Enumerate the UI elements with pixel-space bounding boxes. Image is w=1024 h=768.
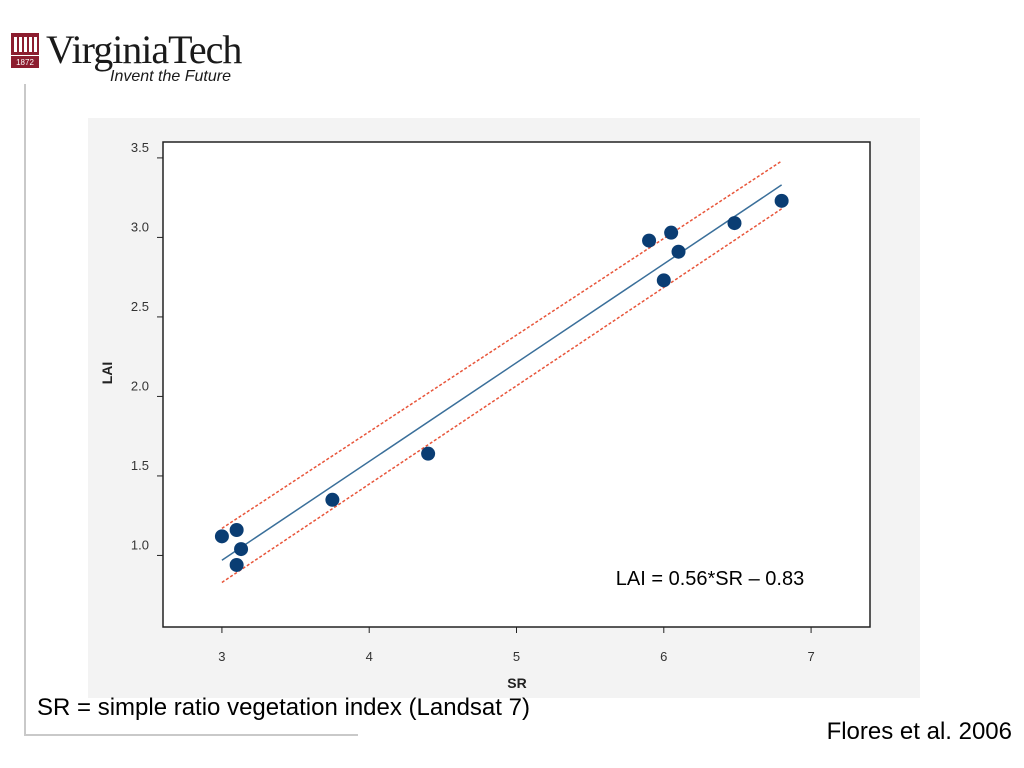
x-tick-label: 3 [218, 649, 225, 664]
y-tick-label: 3.5 [131, 140, 149, 155]
regression-equation: LAI = 0.56*SR – 0.83 [616, 568, 804, 590]
data-point [642, 233, 657, 248]
y-axis: 1.0 1.5 2.0 2.5 3.0 3.5 [131, 140, 163, 556]
y-tick-label: 2.5 [131, 299, 149, 314]
slide-left-rule [24, 84, 26, 736]
data-point [325, 492, 340, 507]
plot-area [162, 141, 871, 628]
data-point [774, 193, 789, 208]
data-points [214, 193, 789, 572]
data-point [229, 523, 244, 537]
x-axis-label: SR [507, 675, 526, 691]
confidence-bands [221, 160, 783, 584]
figure-credit: Flores et al. 2006 [826, 718, 1012, 745]
regression-line [221, 184, 783, 561]
x-tick-label: 5 [513, 649, 520, 664]
x-tick-label: 4 [366, 649, 373, 664]
y-tick-label: 1.0 [131, 537, 149, 552]
x-axis: 3 4 5 6 7 [218, 627, 815, 664]
logo-name: VirginiaTech [46, 27, 242, 72]
virginia-tech-logo: 1872 VirginiaTech Invent the Future [8, 27, 268, 92]
upper-confidence-band [221, 160, 783, 530]
data-point [656, 273, 671, 288]
y-tick-label: 2.0 [131, 378, 149, 393]
data-point [214, 529, 229, 544]
x-tick-label: 7 [807, 649, 814, 664]
y-tick-label: 3.0 [131, 219, 149, 234]
data-point [664, 225, 679, 240]
data-point [727, 216, 742, 231]
data-point [229, 557, 244, 572]
lower-confidence-band [221, 208, 783, 584]
regression-line-group [221, 184, 783, 561]
y-tick-label: 1.5 [131, 458, 149, 473]
logo-tagline: Invent the Future [110, 68, 231, 85]
shield-icon: 1872 [11, 33, 39, 68]
data-point [421, 446, 436, 461]
y-axis-label: LAI [99, 362, 115, 385]
slide-bottom-rule [24, 734, 358, 736]
data-point [234, 542, 249, 557]
data-point [671, 244, 686, 259]
x-tick-label: 6 [660, 649, 667, 664]
logo-year: 1872 [16, 58, 34, 67]
figure-caption: SR = simple ratio vegetation index (Land… [37, 694, 530, 721]
